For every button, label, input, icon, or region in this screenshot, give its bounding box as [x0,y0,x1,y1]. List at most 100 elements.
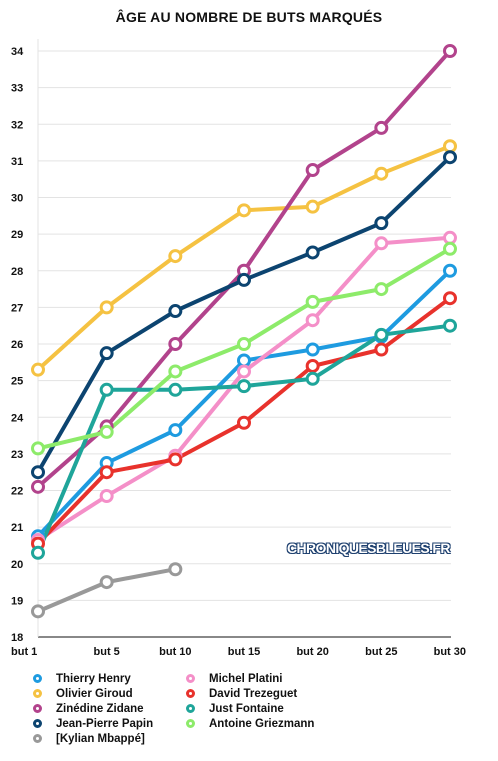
y-tick-label: 24 [11,412,24,424]
legend-label: Antoine Griezmann [209,717,315,730]
data-point [237,203,251,218]
legend-item: Michel Platini [186,671,314,686]
legend-label: Olivier Giroud [56,687,133,700]
data-point [374,216,389,231]
legend-item: Olivier Giroud [33,686,153,701]
data-point [99,382,114,397]
data-point [443,150,457,165]
data-point [31,362,45,377]
data-point [99,346,114,361]
data-point [31,479,45,494]
data-point [374,327,389,342]
data-point [168,562,183,577]
data-point [305,358,320,373]
legend-item: Jean-Pierre Papin [33,716,153,731]
x-tick-label: but 10 [159,646,191,658]
legend-marker-icon [33,719,42,728]
data-point [305,199,320,214]
legend-marker-icon [186,704,195,713]
data-point [443,230,457,245]
data-point [168,304,183,319]
legend-label: Thierry Henry [56,672,131,685]
data-point [168,423,183,438]
legend-label: Zinédine Zidane [56,702,144,715]
data-point [305,163,320,178]
y-tick-label: 34 [11,46,24,58]
data-point [99,465,114,480]
x-tick-label: but 5 [94,646,120,658]
legend-column-2: Michel Platini David Trezeguet Just Fontai… [186,671,314,731]
grid-lines [38,50,451,601]
data-point [31,545,45,560]
data-point [168,452,183,467]
y-tick-label: 23 [11,449,23,461]
y-tick-label: 19 [11,595,23,607]
y-tick-label: 33 [11,83,23,95]
legend-label: [Kylian Mbappé] [56,732,145,745]
data-point [443,318,457,333]
data-point [374,166,389,181]
legend-label: Jean-Pierre Papin [56,717,154,730]
x-tick-label: but 30 [434,646,466,658]
y-tick-label: 21 [11,522,23,534]
legend-item: Just Fontaine [186,701,314,716]
axes: 18 19 20 21 22 23 24 25 26 27 28 29 30 31 32 33 34 but 1 b… [11,39,466,658]
y-tick-label: 30 [11,193,23,205]
data-point [99,575,114,590]
legend-marker-icon [33,689,42,698]
data-point [168,364,183,379]
data-point [237,415,251,430]
y-tick-label: 32 [11,119,23,131]
legend-item: David Trezeguet [186,686,314,701]
x-tick-label: but 15 [228,646,260,658]
y-tick-label: 22 [11,486,23,498]
chart-title: ÂGE AU NOMBRE DE BUTS MARQUÉS [115,9,383,25]
legend-label: Michel Platini [209,672,283,685]
y-tick-label: 29 [11,229,23,241]
data-point [237,364,251,379]
data-point [305,342,320,357]
legend-label: David Trezeguet [209,687,298,700]
data-point [443,291,457,306]
data-point [443,44,457,58]
data-point [99,424,114,439]
legend-column-1: Thierry Henry Olivier Giroud Zinédine Zida… [33,671,153,746]
data-point [168,382,183,397]
data-point [237,353,251,368]
data-point [31,465,45,480]
data-point [237,272,251,287]
data-point [168,337,183,351]
data-point [443,241,457,256]
data-point [31,604,45,619]
y-tick-label: 27 [11,302,23,314]
legend-item: Antoine Griezmann [186,716,314,731]
data-point [443,263,457,278]
legend-marker-icon [186,674,195,683]
data-point [305,313,320,328]
legend-marker-icon [33,704,42,713]
legend-marker-icon [186,719,195,728]
data-point [374,342,389,357]
data-point [305,371,320,386]
data-point [237,379,251,394]
legend-marker-icon [186,689,195,698]
y-tick-label: 28 [11,266,23,278]
data-point [305,245,320,260]
data-point [237,337,251,351]
legend-marker-icon [33,734,42,743]
data-point [374,236,389,251]
legend-item: [Kylian Mbappé] [33,731,153,746]
series-markers [31,44,457,619]
legend-item: Zinédine Zidane [33,701,153,716]
data-point [374,120,389,135]
y-tick-label: 20 [11,559,23,571]
y-tick-label: 31 [11,156,23,168]
data-point [99,300,114,315]
legend-item: Thierry Henry [33,671,153,686]
y-tick-label: 26 [11,339,23,351]
data-point [168,249,183,264]
data-point [443,139,457,154]
data-point [31,441,45,456]
legend-marker-icon [33,674,42,683]
